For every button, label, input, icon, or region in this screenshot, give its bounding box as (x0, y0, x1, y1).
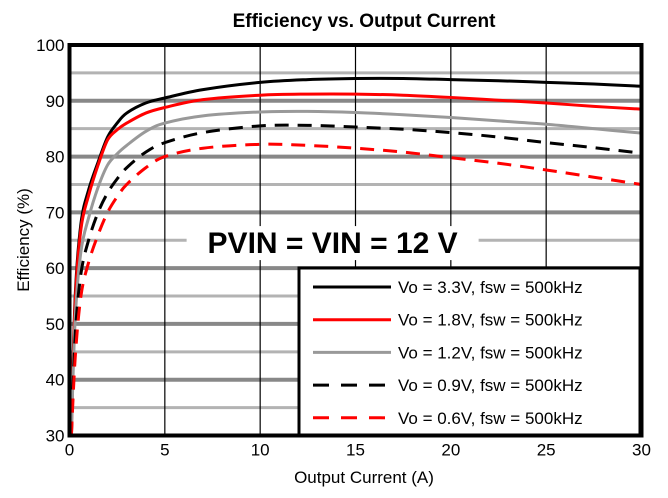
series-group (69, 76, 642, 436)
annotation-background (186, 226, 479, 261)
series-line-5 (69, 142, 642, 436)
plot-frame (67, 43, 644, 438)
x-tick-label: 20 (441, 441, 460, 460)
series-line-2 (69, 92, 642, 430)
y-tick-label: 70 (46, 203, 65, 222)
legend-label-3: Vo = 1.2V, fsw = 500kHz (398, 343, 583, 362)
legend-label-2: Vo = 1.8V, fsw = 500kHz (398, 311, 583, 330)
y-tick-label: 100 (36, 36, 64, 55)
chart-title: Efficiency vs. Output Current (233, 11, 497, 32)
annotation-text: PVIN = VIN = 12 V (208, 227, 458, 260)
series-line-1 (69, 76, 642, 425)
legend-label-5: Vo = 0.6V, fsw = 500kHz (398, 409, 583, 428)
y-tick-label: 60 (46, 259, 65, 278)
x-axis-label: Output Current (A) (294, 468, 434, 487)
x-tick-labels: 0 5 10 15 20 25 30 (65, 441, 651, 460)
legend: Vo = 3.3V, fsw = 500kHz Vo = 1.8V, fsw = … (297, 266, 642, 437)
x-tick-label: 10 (251, 441, 270, 460)
y-tick-label: 80 (46, 148, 65, 167)
x-tick-label: 30 (632, 441, 651, 460)
y-tick-label: 30 (46, 427, 65, 446)
y-tick-labels: 30 40 50 60 70 80 90 100 (36, 36, 64, 446)
y-axis-label: Efficiency (%) (14, 188, 33, 292)
y-tick-label: 50 (46, 315, 65, 334)
x-tick-label: 15 (346, 441, 365, 460)
y-tick-label: 90 (46, 92, 65, 111)
x-tick-label: 5 (160, 441, 169, 460)
y-tick-label: 40 (46, 371, 65, 390)
x-tick-label: 0 (65, 441, 74, 460)
legend-label-4: Vo = 0.9V, fsw = 500kHz (398, 376, 583, 395)
series-line-3 (69, 109, 642, 430)
x-tick-label: 25 (537, 441, 556, 460)
legend-label-1: Vo = 3.3V, fsw = 500kHz (398, 278, 583, 297)
series-line-4 (69, 123, 642, 436)
annotation-group: PVIN = VIN = 12 V (186, 226, 479, 261)
